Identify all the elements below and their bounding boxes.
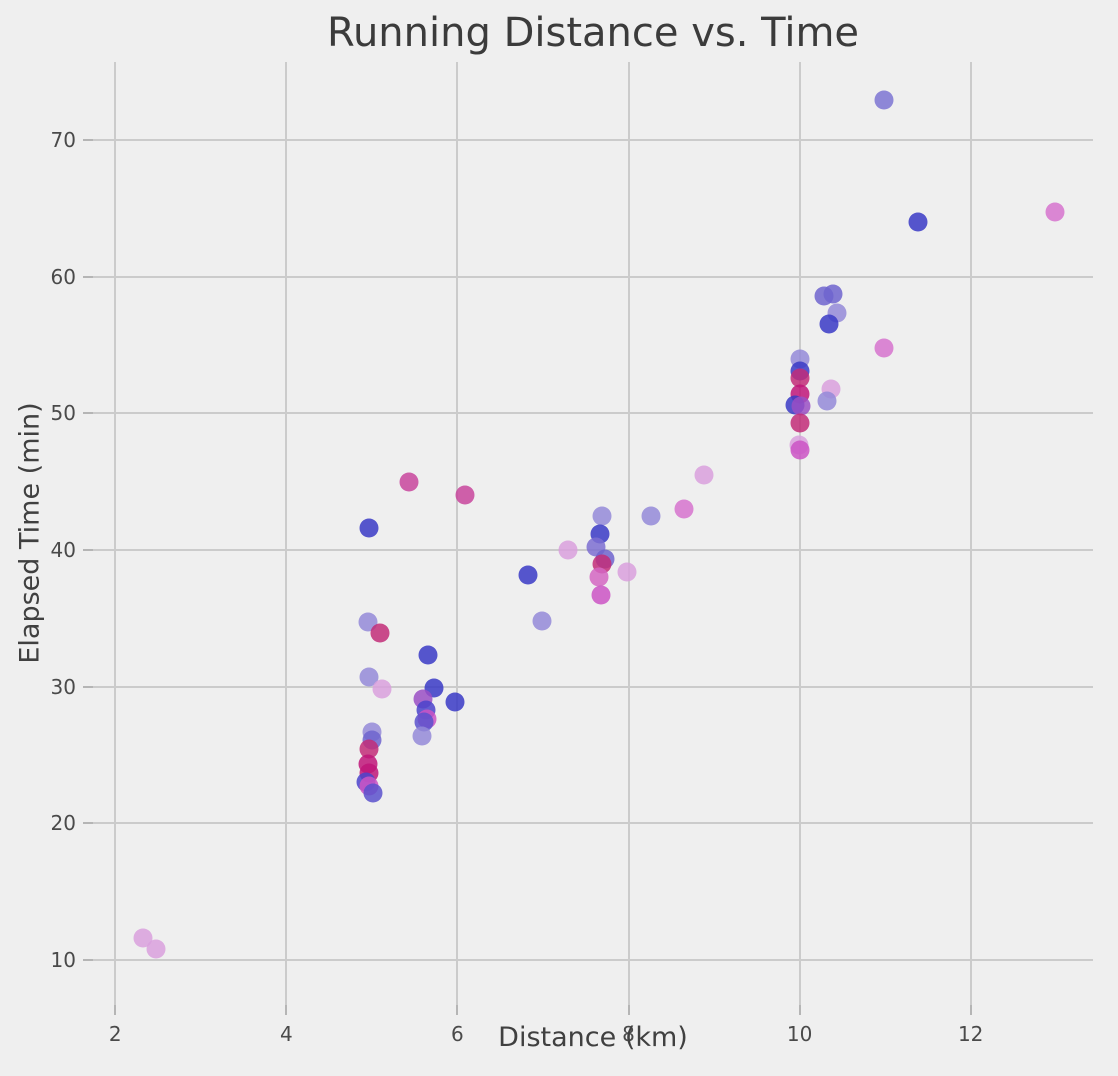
- x-tick-label-6: 6: [451, 1022, 464, 1046]
- data-point-26: [532, 611, 552, 631]
- data-point-47: [790, 440, 810, 460]
- data-point-35: [591, 585, 611, 605]
- y-tick-label-30: 30: [50, 674, 76, 699]
- data-point-36: [641, 506, 661, 526]
- y-tick-label-60: 60: [50, 264, 76, 289]
- y-axis-label: Elapsed Time (min): [14, 402, 46, 664]
- data-point-19: [359, 739, 379, 759]
- data-point-6: [370, 623, 390, 643]
- gridline-x-12: [969, 62, 972, 1005]
- data-point-24: [363, 783, 383, 803]
- x-tick-mark-6: [456, 1005, 459, 1015]
- data-point-38: [694, 465, 714, 485]
- gridline-x-2: [114, 62, 117, 1005]
- gridline-x-10: [798, 62, 801, 1005]
- x-tick-label-12: 12: [957, 1022, 984, 1046]
- y-tick-label-20: 20: [50, 811, 76, 836]
- x-tick-mark-2: [114, 1005, 117, 1015]
- x-tick-mark-8: [627, 1005, 630, 1015]
- data-point-57: [1045, 202, 1064, 222]
- data-point-41: [790, 368, 810, 388]
- data-point-16: [412, 726, 432, 746]
- y-tick-label-10: 10: [50, 947, 76, 972]
- x-tick-mark-10: [798, 1005, 801, 1015]
- gridline-x-4: [285, 62, 288, 1005]
- chart-title: Running Distance vs. Time: [326, 10, 860, 56]
- gridline-x-6: [456, 62, 459, 1005]
- gridline-x-8: [627, 62, 630, 1005]
- data-point-54: [874, 338, 894, 358]
- data-point-3: [399, 472, 419, 492]
- y-tick-mark-30: [83, 685, 93, 688]
- data-point-45: [790, 413, 810, 433]
- data-point-7: [359, 667, 379, 687]
- plot-area: 2 4 6 8 10 12 10 20 30 40 50 60 70: [51, 62, 1093, 1046]
- data-point-2: [359, 518, 379, 538]
- gridline-y-50: [93, 412, 1093, 415]
- x-tick-label-10: 10: [786, 1022, 813, 1046]
- data-point-28: [592, 506, 612, 526]
- gridline-y-70: [93, 138, 1093, 141]
- data-point-53: [819, 314, 839, 334]
- data-point-33: [589, 567, 609, 587]
- data-point-9: [418, 645, 438, 665]
- gridline-y-30: [93, 685, 1093, 688]
- data-point-56: [908, 212, 928, 232]
- data-point-44: [791, 396, 811, 416]
- y-tick-mark-10: [83, 958, 93, 961]
- data-point-4: [455, 485, 475, 505]
- data-point-8: [372, 679, 392, 699]
- data-point-34: [617, 562, 637, 582]
- gridline-y-60: [93, 275, 1093, 278]
- x-tick-mark-12: [969, 1005, 972, 1015]
- data-point-12: [445, 692, 465, 712]
- x-tick-label-8: 8: [622, 1022, 635, 1046]
- data-point-55: [874, 90, 894, 110]
- y-tick-mark-40: [83, 548, 93, 551]
- x-tick-mark-4: [285, 1005, 288, 1015]
- y-tick-mark-20: [83, 822, 93, 825]
- x-tick-label-4: 4: [279, 1022, 293, 1046]
- y-tick-mark-60: [83, 275, 93, 278]
- y-tick-label-40: 40: [50, 537, 76, 562]
- y-tick-mark-70: [83, 138, 93, 141]
- y-tick-mark-50: [83, 412, 93, 415]
- data-point-27: [558, 540, 578, 560]
- data-point-49: [817, 391, 837, 411]
- y-tick-label-50: 50: [50, 401, 76, 426]
- y-tick-label-70: 70: [50, 127, 76, 152]
- x-axis-label: Distance (km): [498, 1022, 688, 1053]
- data-point-25: [518, 565, 538, 584]
- gridline-y-10: [93, 958, 1093, 961]
- data-point-37: [674, 499, 694, 519]
- data-point-51: [823, 284, 843, 304]
- data-point-1: [146, 939, 166, 959]
- gridline-y-20: [93, 822, 1093, 825]
- x-tick-label-2: 2: [108, 1022, 122, 1046]
